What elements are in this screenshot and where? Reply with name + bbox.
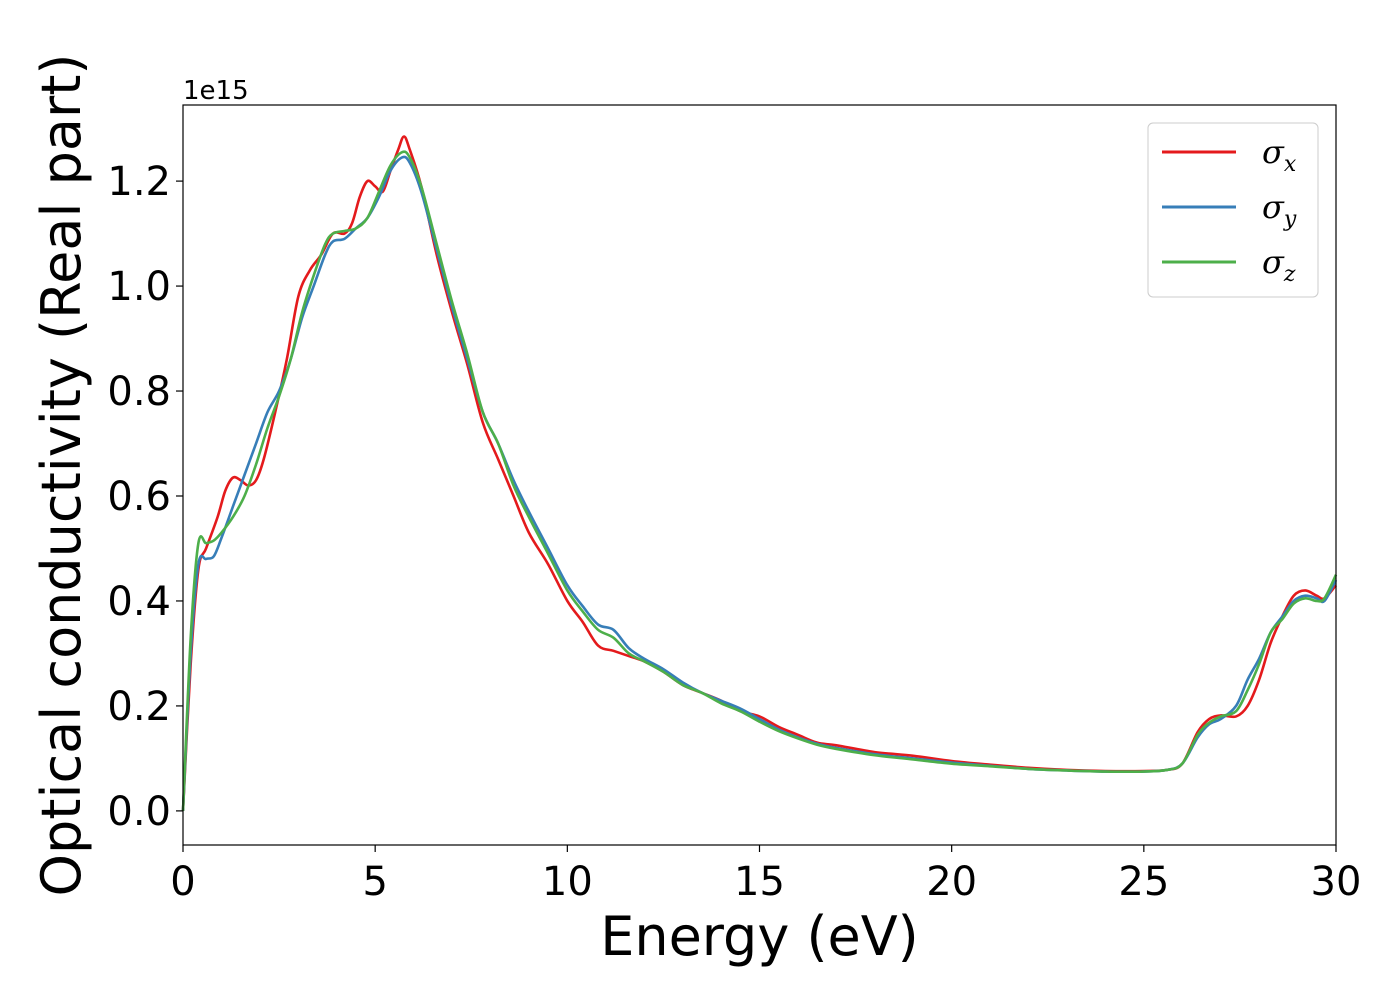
y-tick-label: 0.6 <box>107 474 171 520</box>
y-offset-label: 1e15 <box>183 76 249 106</box>
legend-subscript: y <box>1283 207 1297 232</box>
y-tick-label: 0.4 <box>107 579 171 625</box>
series-line-z <box>181 150 1338 811</box>
y-tick-label: 1.0 <box>107 264 171 310</box>
y-axis-label: Optical conductivity (Real part) <box>30 54 93 897</box>
x-tick-label: 15 <box>734 859 785 905</box>
x-tick-label: 20 <box>926 859 977 905</box>
y-tick-label: 0.8 <box>107 369 171 415</box>
y-tick-label: 1.2 <box>107 159 171 205</box>
x-axis: 0 5 10 15 20 25 30 <box>170 845 1361 905</box>
x-tick-label: 5 <box>362 859 387 905</box>
x-tick-label: 0 <box>170 859 195 905</box>
series-layer <box>181 135 1338 811</box>
x-tick-label: 30 <box>1311 859 1362 905</box>
legend-subscript: z <box>1283 262 1296 287</box>
legend-subscript: x <box>1284 152 1297 177</box>
y-tick-label: 0.0 <box>107 789 171 835</box>
y-tick-label: 0.2 <box>107 684 171 730</box>
y-axis: 0.0 0.2 0.4 0.6 0.8 1.0 1.2 <box>107 159 183 835</box>
legend-frame <box>1147 122 1319 298</box>
x-axis-label: Energy (eV) <box>600 905 919 968</box>
x-tick-label: 10 <box>542 859 593 905</box>
x-tick-label: 25 <box>1118 859 1169 905</box>
